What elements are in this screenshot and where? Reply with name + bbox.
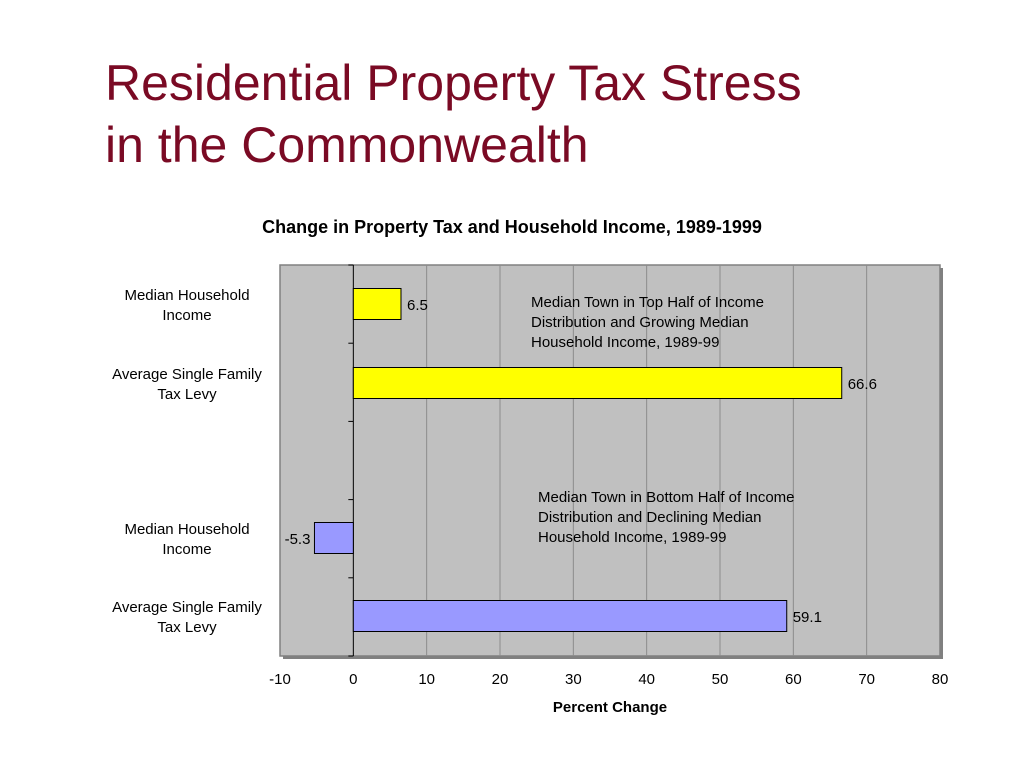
annotation-text: Household Income, 1989-99 <box>531 334 719 351</box>
category-label: Median Household <box>124 521 249 538</box>
data-label: 6.5 <box>407 297 428 314</box>
x-tick-label: 20 <box>492 671 509 688</box>
slide-title-line-2: in the Commonwealth <box>105 117 589 173</box>
category-label: Average Single Family <box>112 366 262 383</box>
category-label: Tax Levy <box>157 386 217 403</box>
chart-title: Change in Property Tax and Household Inc… <box>262 217 762 237</box>
data-label: -5.3 <box>285 531 311 548</box>
bar <box>352 288 402 320</box>
bar <box>352 600 788 632</box>
x-tick-label: -10 <box>269 671 291 688</box>
category-label: Average Single Family <box>112 599 262 616</box>
slide-title-line-1: Residential Property Tax Stress <box>105 55 802 111</box>
x-tick-label: 80 <box>932 671 949 688</box>
category-label: Income <box>162 307 211 324</box>
data-label: 66.6 <box>848 376 877 393</box>
plot-area <box>279 264 941 657</box>
x-tick-label: 50 <box>712 671 729 688</box>
slide-title: Residential Property Tax Stress in the C… <box>105 52 985 176</box>
x-axis-label: Percent Change <box>553 699 667 716</box>
bar <box>313 522 354 554</box>
x-tick-label: 60 <box>785 671 802 688</box>
annotation-text: Household Income, 1989-99 <box>538 529 726 546</box>
x-tick-label: 0 <box>349 671 357 688</box>
annotation-text: Median Town in Top Half of Income <box>531 294 764 311</box>
x-tick-label: 70 <box>858 671 875 688</box>
annotation-text: Median Town in Bottom Half of Income <box>538 489 795 506</box>
x-tick-label: 30 <box>565 671 582 688</box>
bar <box>352 367 843 399</box>
category-label: Median Household <box>124 287 249 304</box>
category-label: Tax Levy <box>157 619 217 636</box>
data-label: 59.1 <box>793 609 822 626</box>
annotation-text: Distribution and Declining Median <box>538 509 761 526</box>
x-tick-label: 40 <box>638 671 655 688</box>
annotation-text: Distribution and Growing Median <box>531 314 749 331</box>
x-tick-label: 10 <box>418 671 435 688</box>
category-label: Income <box>162 541 211 558</box>
